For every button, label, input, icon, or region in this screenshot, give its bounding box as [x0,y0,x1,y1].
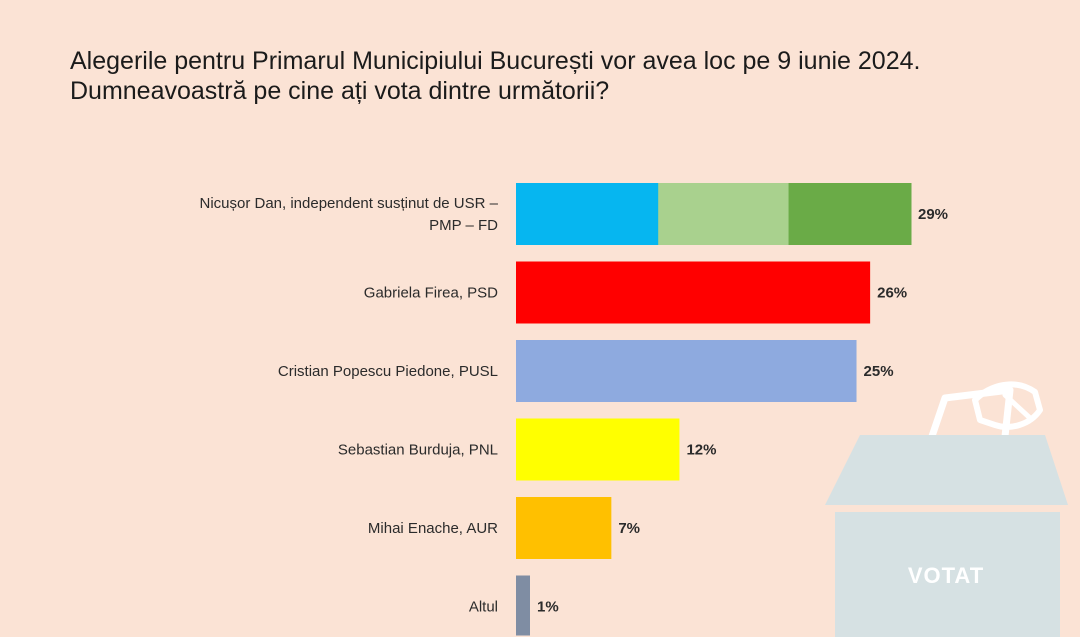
value-label-mihai-enache: 7% [618,520,640,537]
value-label-altul: 1% [537,599,559,616]
bar-mihai-enache [516,497,612,559]
chart-title: Alegerile pentru Primarul Municipiului B… [70,47,921,105]
category-label-sebastian-burduja: Sebastian Burduja, PNL [338,442,498,459]
ballot-box-icon: VOTAT [825,381,1068,637]
value-label-sebastian-burduja: 12% [686,442,716,459]
value-label-cristian-popescu-piedone: 25% [864,363,894,380]
bar-gabriela-firea [516,261,871,324]
category-label-altul: Altul [469,599,498,616]
votat-label: VOTAT [908,563,984,588]
value-label-gabriela-firea: 26% [877,285,907,302]
bars-group [516,183,912,636]
bar-altul [516,575,530,636]
bar-sebastian-burduja [516,418,680,481]
category-label-gabriela-firea: Gabriela Firea, PSD [364,285,498,302]
value-label-nicusor-dan: 29% [918,206,948,223]
bar-segment-3 [788,183,912,245]
bar-segment-1 [516,183,659,245]
category-label-cristian-popescu-piedone: Cristian Popescu Piedone, PUSL [278,363,498,380]
category-labels-group: Nicușor Dan, independent susținut de USR… [199,195,498,616]
value-labels-group: 29% 26% 25% 12% 7% 1% [537,206,948,616]
bar-nicusor-dan [516,183,912,245]
category-label-nicusor-dan: Nicușor Dan, independent susținut de USR… [199,195,498,234]
bar-segment-2 [658,183,790,245]
bar-cristian-popescu-piedone [516,340,857,402]
category-label-mihai-enache: Mihai Enache, AUR [368,520,498,537]
